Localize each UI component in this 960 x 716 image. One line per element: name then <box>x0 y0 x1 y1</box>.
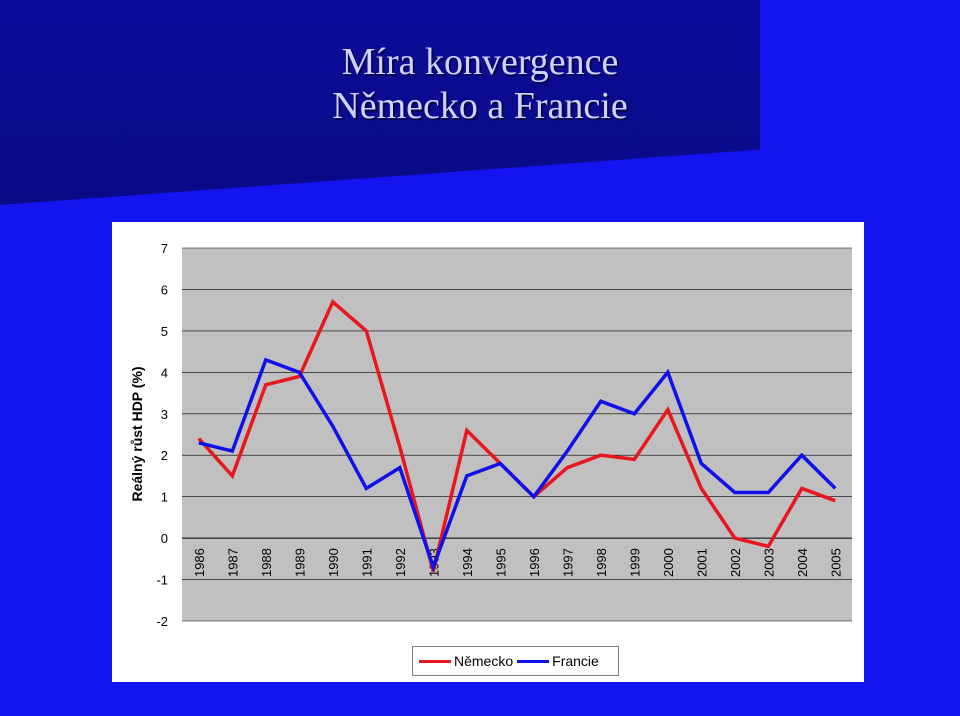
y-tick-label: 1 <box>161 490 168 505</box>
title-line-1: Míra konvergence <box>341 41 619 83</box>
x-axis-ticks: 1986 1987 1988 1989 1990 1991 1992 1993 1994 1995… <box>192 548 844 577</box>
x-tick-label: 2003 <box>761 548 776 577</box>
x-tick-label: 2005 <box>828 548 843 577</box>
legend: Německo Francie <box>412 646 619 676</box>
legend-item-germany: Německo <box>419 653 513 669</box>
x-tick-label: 1986 <box>192 548 207 577</box>
y-axis-label: Reálný růst HDP (%) <box>129 366 145 501</box>
series-lines <box>197 299 837 573</box>
y-tick-label: 4 <box>161 365 168 380</box>
x-tick-label: 2002 <box>728 548 743 577</box>
chart-panel: 7 6 5 4 3 2 1 0 -1 -2 1986 1987 1988 1989 1990 1991 199… <box>112 222 864 682</box>
x-tick-label: 2001 <box>694 548 709 577</box>
plot-area <box>182 248 852 621</box>
x-tick-label: 1994 <box>460 548 475 577</box>
y-tick-label: 0 <box>161 531 168 546</box>
x-tick-label: 1991 <box>359 548 374 577</box>
y-tick-label: 5 <box>161 324 168 339</box>
x-tick-label: 1989 <box>292 548 307 577</box>
legend-item-france: Francie <box>517 653 599 669</box>
x-tick-label: 1997 <box>560 548 575 577</box>
y-tick-label: 2 <box>161 448 168 463</box>
x-tick-label: 1992 <box>393 548 408 577</box>
legend-label-france: Francie <box>552 653 599 669</box>
y-tick-label: 7 <box>161 241 168 256</box>
legend-swatch-germany <box>419 659 451 663</box>
y-axis-ticks: 7 6 5 4 3 2 1 0 -1 -2 <box>156 241 168 629</box>
x-tick-label: 1996 <box>527 548 542 577</box>
title-line-2: Německo a Francie <box>332 85 628 127</box>
legend-label-germany: Německo <box>454 653 514 669</box>
x-tick-label: 1988 <box>259 548 274 577</box>
line-chart: 7 6 5 4 3 2 1 0 -1 -2 1986 1987 1988 1989 1990 1991 199… <box>129 241 852 629</box>
slide-title: Míra konvergence Německo a Francie <box>0 40 960 128</box>
x-tick-label: 2000 <box>661 548 676 577</box>
y-tick-label: -1 <box>156 573 168 588</box>
legend-swatch-france <box>517 659 550 663</box>
x-tick-label: 1990 <box>326 548 341 577</box>
x-tick-label: 2004 <box>795 548 810 577</box>
grid-lines <box>182 247 852 622</box>
y-tick-label: -2 <box>156 614 168 629</box>
x-tick-label: 1999 <box>627 548 642 577</box>
x-tick-label: 1998 <box>594 548 609 577</box>
x-tick-label: 1995 <box>493 548 508 577</box>
series-line-france <box>198 357 837 573</box>
y-tick-label: 6 <box>161 282 168 297</box>
y-tick-label: 3 <box>161 407 168 422</box>
x-tick-label: 1987 <box>225 548 240 577</box>
